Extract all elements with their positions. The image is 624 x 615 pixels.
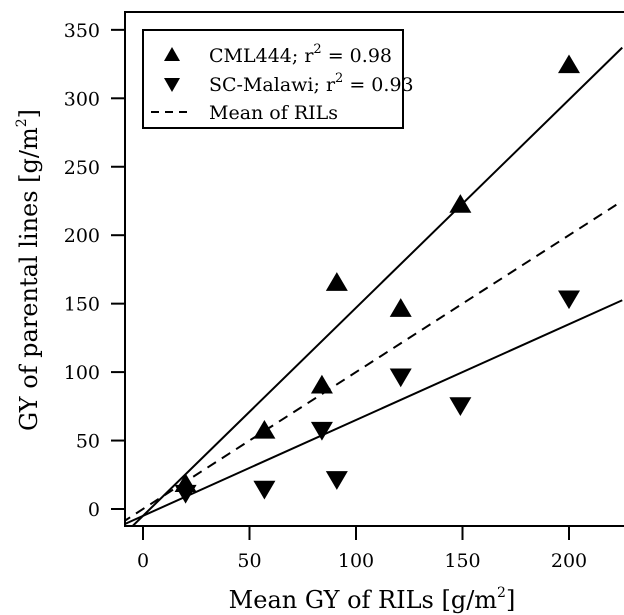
y-tick-label: 250 [64,157,100,179]
fit-line-cml444 [131,46,623,526]
point-cml444 [310,374,333,394]
x-axis-title-superscript: 2 [497,585,506,601]
fit-line-sc-malawi [125,299,623,526]
x-tick-label: 50 [237,550,261,572]
point-cml444 [253,419,276,439]
point-cml444 [449,194,472,213]
point-cml444 [389,298,412,317]
legend: CML444; r2 = 0.98 SC-Malawi; r2 = 0.93 M… [142,29,414,129]
y-tick-label: 350 [64,20,100,42]
point-sc-malawi [325,471,348,490]
y-tick-label: 200 [64,225,100,247]
point-sc-malawi [449,397,472,416]
x-tick-label: 150 [444,550,480,572]
y-tick-label: 100 [64,362,100,384]
point-cml444 [325,272,348,291]
y-tick-label: 150 [64,294,100,316]
legend-label-mean-of-rils: Mean of RILs [209,102,338,124]
point-sc-malawi [174,484,197,504]
x-tick-label: 0 [137,550,149,572]
x-axis-title: Mean GY of RILs [g/m2] [229,585,516,614]
reference-line-mean-of-rils [125,200,623,522]
legend-label-cml444: CML444; r2 = 0.98 [209,42,392,67]
point-cml444 [558,54,580,74]
legend-label-sc-malawi: SC-Malawi; r2 = 0.93 [209,71,414,96]
point-sc-malawi [389,368,412,388]
point-sc-malawi [558,290,580,310]
y-axis-title: GY of parental lines [g/m2] [14,109,43,431]
legend-marker-cml444 [164,47,180,61]
point-sc-malawi [310,421,333,441]
y-tick-label: 300 [64,88,100,110]
x-tick-label: 200 [551,550,587,572]
point-sc-malawi [253,480,276,500]
y-axis-title-superscript: 2 [14,118,30,127]
legend-marker-sc-malawi [164,78,180,92]
y-tick-label: 50 [76,431,100,453]
y-tick-label: 0 [88,499,100,521]
x-tick-label: 100 [338,550,374,572]
